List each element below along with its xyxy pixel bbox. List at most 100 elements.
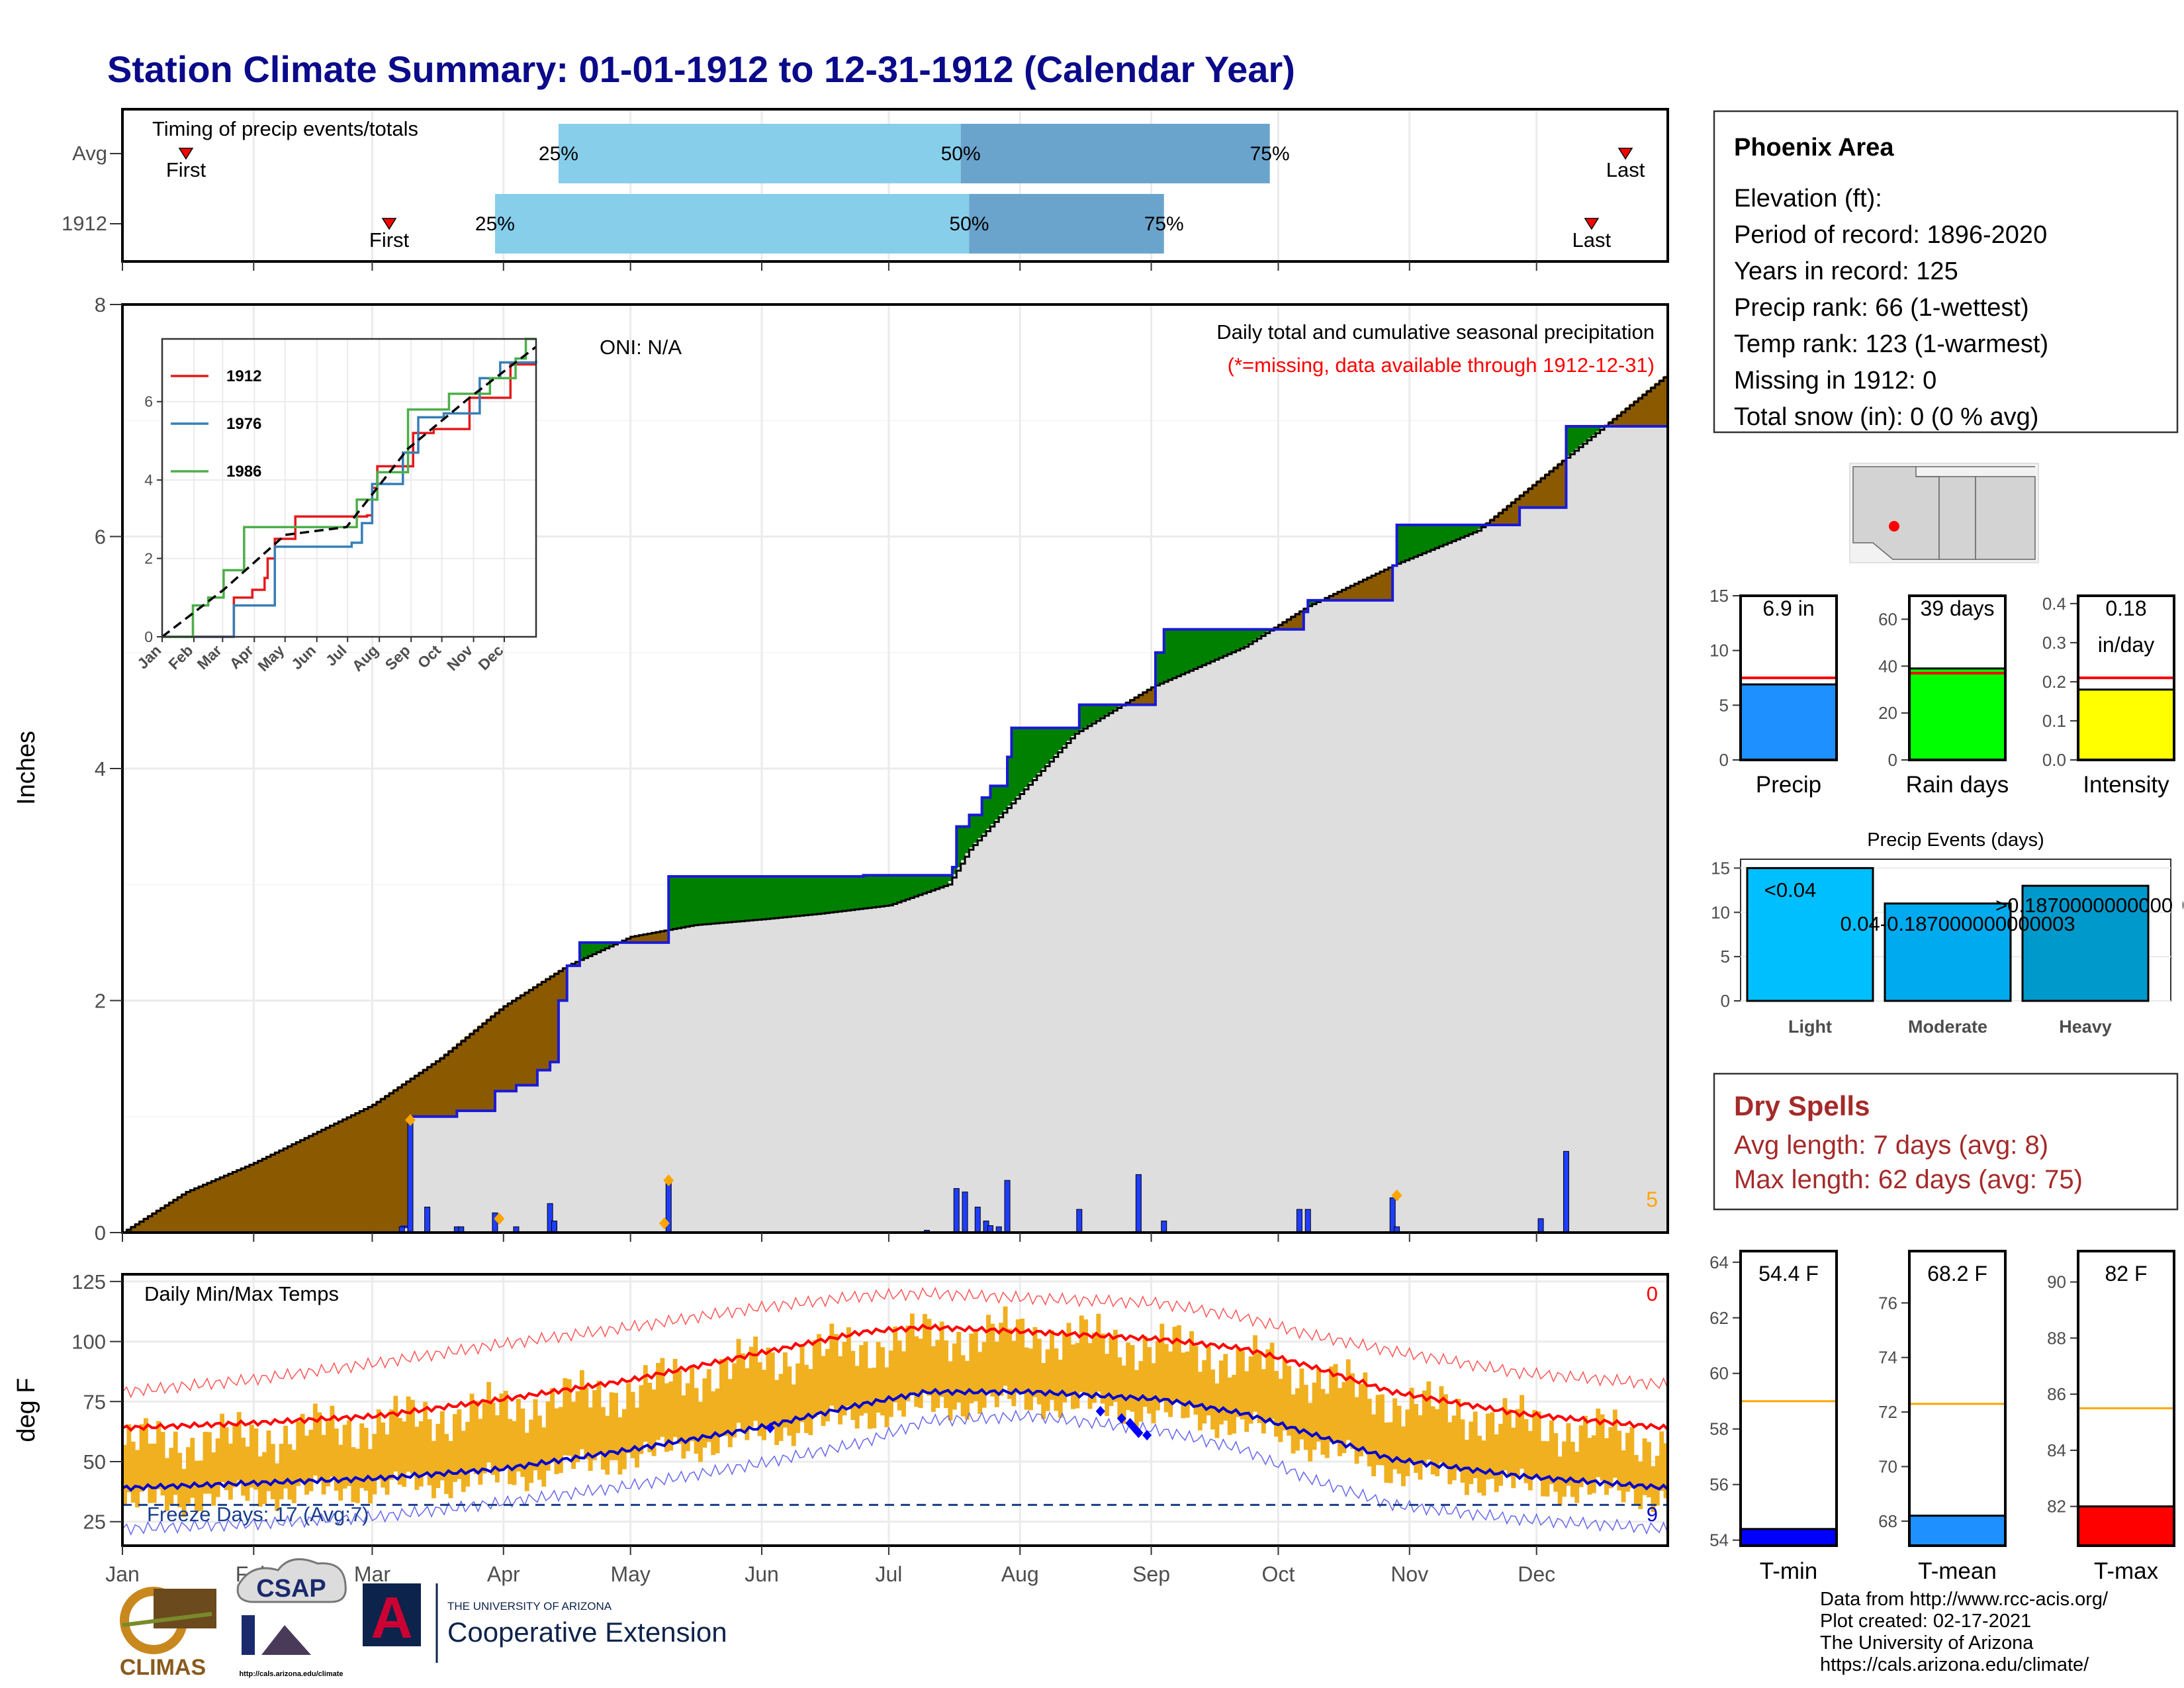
precip-anomaly-segment bbox=[478, 1025, 483, 1111]
precip-anomaly-segment bbox=[1405, 524, 1410, 560]
last-event-marker bbox=[1584, 218, 1600, 230]
daily-temp-bar bbox=[1621, 1450, 1626, 1503]
precip-anomaly-segment bbox=[287, 1145, 293, 1233]
summary-ytick-label: 0.2 bbox=[2042, 672, 2066, 692]
precip-anomaly-segment bbox=[279, 1149, 284, 1233]
precip-events-ytick-label: 15 bbox=[1711, 858, 1730, 878]
precip-anomaly-segment bbox=[923, 875, 928, 893]
daily-temp-bar bbox=[621, 1409, 627, 1470]
precip-anomaly-segment bbox=[512, 1000, 517, 1092]
daily-temp-bar bbox=[579, 1370, 584, 1450]
daily-temp-bar bbox=[833, 1334, 839, 1412]
daily-temp-bar bbox=[368, 1449, 373, 1504]
month-label: Jun bbox=[745, 1562, 779, 1586]
temp-summary-bar bbox=[1908, 1515, 2007, 1547]
precip-anomaly-segment bbox=[1384, 568, 1389, 600]
daily-temp-bar bbox=[529, 1419, 534, 1483]
daily-temp-bar bbox=[909, 1313, 915, 1394]
daily-temp-bar bbox=[1054, 1348, 1059, 1411]
precip-anomaly-segment bbox=[791, 876, 796, 917]
precip-ytick-label: 4 bbox=[95, 757, 106, 780]
daily-temp-bar bbox=[668, 1382, 674, 1451]
daily-temp-bar bbox=[643, 1365, 648, 1442]
daily-temp-bar bbox=[672, 1358, 678, 1437]
precip-anomaly-segment bbox=[808, 876, 813, 915]
record-low-marker bbox=[1116, 1413, 1126, 1424]
daily-temp-bar bbox=[711, 1391, 716, 1456]
inset-avg-line bbox=[161, 346, 537, 638]
precip-anomaly-segment bbox=[177, 1196, 183, 1233]
daily-temp-bar bbox=[914, 1336, 919, 1407]
daily-temp-bar bbox=[181, 1469, 187, 1517]
precip-anomaly-segment bbox=[1477, 524, 1482, 530]
daily-temp-bar bbox=[381, 1422, 386, 1488]
daily-temp-bar bbox=[1583, 1415, 1588, 1481]
flag-marker bbox=[663, 1174, 674, 1187]
daily-temp-bar bbox=[1405, 1409, 1410, 1476]
precip-anomaly-segment bbox=[664, 930, 669, 943]
precip-anomaly-segment bbox=[236, 1169, 242, 1233]
precip-anomaly-segment bbox=[1232, 629, 1237, 651]
precip-events-ytick-label: 10 bbox=[1711, 902, 1730, 922]
precip-event-bar bbox=[2021, 884, 2150, 1002]
timing-bar-50-75 bbox=[969, 194, 1164, 254]
daily-temp-bar bbox=[330, 1405, 335, 1477]
summary-value-label: 6.9 in bbox=[1762, 596, 1814, 620]
precip-anomaly-segment bbox=[1206, 629, 1211, 663]
daily-temp-bar bbox=[706, 1369, 711, 1442]
precip-anomaly-segment bbox=[901, 875, 907, 900]
precip-anomaly-segment bbox=[1176, 629, 1181, 676]
precip-anomaly-segment bbox=[312, 1133, 318, 1233]
precip-anomaly-segment bbox=[799, 876, 805, 915]
temp-corner-top: 0 bbox=[1647, 1282, 1658, 1305]
precip-anomaly-segment bbox=[1105, 704, 1110, 715]
precip-anomaly-segment bbox=[1502, 508, 1508, 525]
precip-anomaly-segment bbox=[1583, 426, 1588, 442]
precip-anomaly-segment bbox=[1524, 491, 1529, 508]
summary-ytick-label: 60 bbox=[1878, 609, 1897, 629]
precip-anomaly-segment bbox=[1011, 727, 1017, 802]
precip-anomaly-segment bbox=[1338, 590, 1343, 600]
daily-temp-bar bbox=[981, 1342, 987, 1408]
precip-anomaly-segment bbox=[1418, 524, 1423, 555]
daily-temp-bar bbox=[220, 1413, 225, 1483]
month-label: May bbox=[610, 1562, 650, 1586]
daily-temp-bar bbox=[1274, 1371, 1279, 1437]
daily-temp-bar bbox=[1371, 1414, 1377, 1477]
precip-anomaly-segment bbox=[533, 986, 538, 1086]
precip-anomaly-segment bbox=[999, 786, 1004, 816]
last-event-marker bbox=[1617, 148, 1633, 160]
daily-temp-bar bbox=[126, 1424, 132, 1493]
precip-anomaly-segment bbox=[211, 1180, 216, 1233]
daily-temp-bar bbox=[778, 1374, 784, 1441]
precip-anomaly-segment bbox=[796, 876, 801, 916]
daily-temp-bar bbox=[1079, 1315, 1084, 1392]
daily-temp-bar bbox=[1236, 1346, 1241, 1417]
precip-anomaly-segment bbox=[220, 1176, 225, 1233]
precip-anomaly-segment bbox=[1400, 524, 1406, 561]
precip-anomaly-segment bbox=[787, 876, 792, 917]
temp-summary-ytick-label: 70 bbox=[1878, 1457, 1897, 1477]
daily-temp-bar bbox=[685, 1383, 690, 1452]
precip-anomaly-segment bbox=[1350, 585, 1355, 600]
daily-temp-bar bbox=[990, 1323, 995, 1397]
daily-temp-bar bbox=[617, 1417, 623, 1475]
daily-temp-bar bbox=[812, 1340, 817, 1418]
record-low-marker bbox=[1134, 1427, 1144, 1438]
timing-row-label: 1912 bbox=[62, 212, 107, 235]
precip-anomaly-segment bbox=[1261, 629, 1266, 635]
precip-ytick-label: 6 bbox=[95, 526, 106, 549]
temp-ytick-label: 100 bbox=[71, 1331, 106, 1354]
daily-temp-bar bbox=[461, 1430, 466, 1492]
daily-temp-bar bbox=[893, 1327, 898, 1403]
precip-anomaly-segment bbox=[1096, 704, 1101, 720]
precip-anomaly-segment bbox=[1155, 652, 1160, 685]
precip-anomaly-segment bbox=[914, 875, 919, 896]
daily-temp-bar bbox=[224, 1427, 229, 1491]
precip-anomaly-segment bbox=[486, 1018, 492, 1111]
daily-temp-bar bbox=[1400, 1426, 1406, 1487]
summary-bar bbox=[2077, 688, 2175, 761]
daily-temp-bar bbox=[1202, 1360, 1207, 1424]
daily-temp-bar bbox=[1096, 1313, 1101, 1392]
precip-anomaly-segment bbox=[1278, 624, 1283, 630]
